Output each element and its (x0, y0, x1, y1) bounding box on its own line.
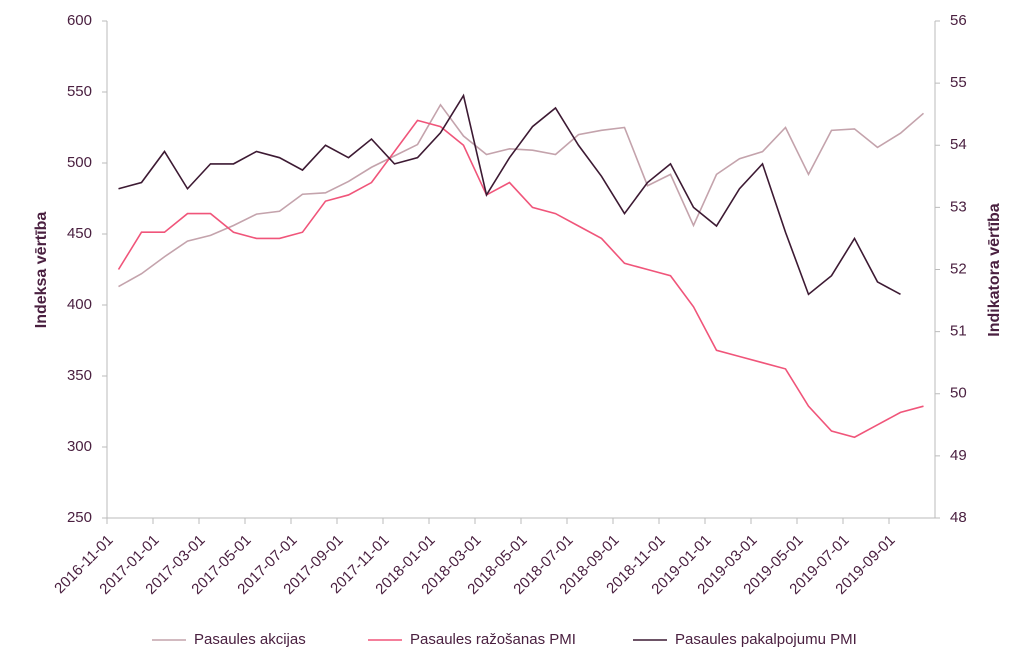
y2-tick-label: 53 (950, 198, 967, 215)
y2-tick-label: 54 (950, 136, 967, 153)
y-tick-label: 400 (67, 296, 92, 313)
y2-tick-label: 50 (950, 385, 967, 402)
y-axis-label: Indeksa vērtība (33, 212, 50, 329)
y-tick-label: 450 (67, 225, 92, 242)
y2-tick-label: 49 (950, 447, 967, 464)
y-tick-label: 250 (67, 509, 92, 526)
y2-tick-label: 48 (950, 509, 967, 526)
y-tick-label: 500 (67, 154, 92, 171)
y2-axis-label: Indikatora vērtība (986, 203, 1003, 336)
series-line (118, 103, 925, 288)
series-line (118, 93, 901, 296)
legend-label: Pasaules akcijas (194, 631, 306, 648)
legend-label: Pasaules pakalpojumu PMI (675, 631, 857, 648)
y2-tick-label: 51 (950, 323, 967, 340)
legend-label: Pasaules ražošanas PMI (410, 631, 576, 648)
y-tick-label: 600 (67, 12, 92, 29)
y2-tick-label: 52 (950, 260, 967, 277)
y2-tick-label: 56 (950, 12, 967, 29)
y-tick-label: 550 (67, 83, 92, 100)
y2-tick-label: 55 (950, 74, 967, 91)
y-tick-label: 350 (67, 367, 92, 384)
y-tick-label: 300 (67, 438, 92, 455)
series-line (117, 119, 924, 439)
